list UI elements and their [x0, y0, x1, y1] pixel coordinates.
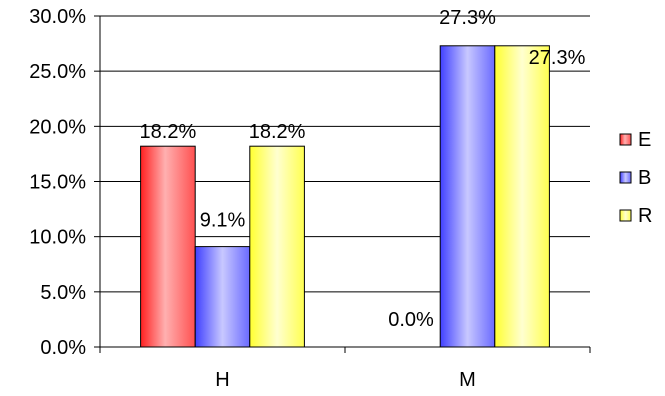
- y-axis-ticks: 0.0% 5.0% 10.0% 15.0% 20.0% 25.0% 30.0%: [29, 6, 100, 359]
- y-tick-label: 25.0%: [29, 61, 86, 83]
- bar-R-H: [249, 145, 305, 348]
- data-labels: 18.2% 9.1% 18.2% 0.0% 27.3% 27.3%: [140, 7, 586, 331]
- y-tick-label: 30.0%: [29, 6, 86, 28]
- legend-swatch-B: [619, 171, 632, 184]
- data-label-E-M: 0.0%: [388, 309, 434, 331]
- y-tick-label: 20.0%: [29, 116, 86, 138]
- y-tick-label: 15.0%: [29, 172, 86, 194]
- data-label-B-H: 9.1%: [200, 210, 246, 232]
- legend-swatch-E: [619, 133, 632, 146]
- data-label-E-H: 18.2%: [140, 121, 197, 143]
- x-tick-label: H: [215, 369, 229, 391]
- y-tick-label: 5.0%: [40, 282, 86, 304]
- x-tick-label: M: [459, 369, 476, 391]
- legend-swatch-R: [619, 209, 632, 222]
- bar-B-M: [439, 45, 496, 348]
- bar-B-H: [194, 246, 251, 348]
- bar-R-M: [494, 45, 550, 348]
- legend-label-E: E: [638, 129, 651, 151]
- data-label-R-H: 18.2%: [249, 121, 306, 143]
- legend: EBR: [612, 122, 662, 244]
- bar-E-H: [140, 145, 196, 348]
- data-label-R-M: 27.3%: [529, 47, 586, 69]
- legend-label-B: B: [638, 167, 651, 189]
- y-tick-label: 10.0%: [29, 227, 86, 249]
- y-tick-label: 0.0%: [40, 337, 86, 359]
- bars: [140, 45, 550, 348]
- legend-label-R: R: [638, 205, 652, 227]
- data-label-B-M: 27.3%: [439, 7, 496, 29]
